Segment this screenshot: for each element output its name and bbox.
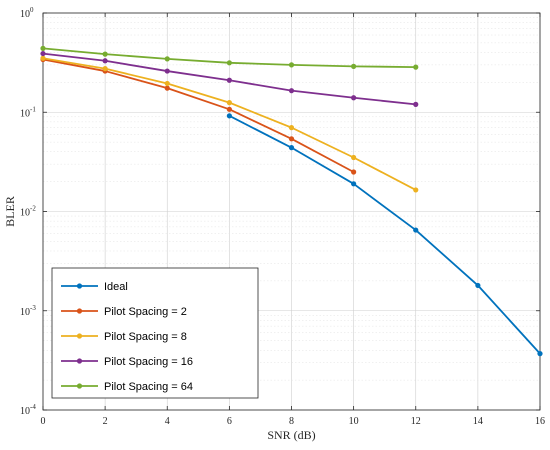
data-point [40,45,46,51]
y-tick-exponent: 0 [30,6,34,14]
x-axis-label: SNR (dB) [267,428,315,442]
legend-item: Pilot Spacing = 2 [61,306,187,318]
series-line [228,115,541,355]
axes [42,12,541,411]
data-point [413,227,419,233]
data-point [226,77,232,83]
y-tick-label: 10 -1 [20,105,36,119]
series-4 [40,45,419,70]
y-tick-label: 10 -3 [20,304,36,318]
data-point [413,101,419,107]
y-tick-exponent: -1 [30,105,36,113]
data-point [226,60,232,66]
legend: Ideal Pilot Spacing = 2 Pilot Spacing = 8 P… [51,267,259,399]
legend-marker [76,333,83,339]
y-tick-label: 10 0 [20,6,34,20]
x-tick-label: 12 [411,416,421,427]
legend-label: Ideal [104,281,128,293]
y-axis-label: BLER [3,196,17,227]
y-tick-exponent: -4 [30,403,36,411]
legend-item: Ideal [61,281,128,293]
data-point [288,145,295,151]
legend-item: Pilot Spacing = 8 [61,331,187,343]
y-tick-base: 10 [20,406,30,417]
data-point [288,62,295,68]
data-point [226,113,232,119]
data-point [164,56,170,62]
x-tick-label: 16 [535,416,545,427]
x-tick-label: 2 [103,416,108,427]
data-point [226,100,232,106]
y-tick-base: 10 [20,108,30,119]
x-tick-label: 8 [289,416,294,427]
data-point [164,68,170,74]
data-point [351,169,357,175]
y-tick-exponent: -2 [30,205,36,213]
data-point [351,63,357,69]
series-line [42,58,355,173]
x-tick-label: 0 [41,416,46,427]
data-point [413,187,419,193]
y-tick-base: 10 [20,208,30,219]
data-point [288,125,295,131]
x-tick-label: 6 [227,416,232,427]
legend-label: Pilot Spacing = 64 [104,381,193,393]
x-tick-label: 14 [473,416,483,427]
data-point [40,50,46,57]
y-tick-label: 10 -4 [20,403,36,417]
series [40,45,543,357]
data-point [537,351,543,357]
data-point [226,106,232,112]
data-point [288,136,295,142]
legend-item: Pilot Spacing = 64 [61,381,193,393]
legend-label: Pilot Spacing = 8 [104,331,187,343]
data-point [102,66,108,72]
legend-marker [76,283,83,289]
y-tick-exponent: -3 [30,304,36,312]
data-point [40,55,46,61]
x-tick-label: 10 [349,416,359,427]
legend-box [51,267,259,399]
data-point [351,154,357,161]
data-point [102,58,108,64]
legend-marker [76,308,83,314]
legend-marker [76,383,83,389]
y-tick-base: 10 [20,307,30,318]
data-point [413,64,419,70]
legend-marker [76,358,83,364]
series-0 [226,113,543,357]
data-point [351,181,357,187]
data-point [164,80,170,87]
data-point [288,88,295,94]
data-point [351,95,357,101]
y-tick-base: 10 [20,9,30,20]
legend-label: Pilot Spacing = 2 [104,306,187,318]
x-tick-label: 4 [165,416,170,427]
legend-label: Pilot Spacing = 16 [104,356,193,368]
data-point [164,85,170,91]
series-2 [40,55,419,193]
x-tick-labels: 0 2 4 6 8 10 12 14 16 [41,416,546,427]
data-point [102,51,108,57]
y-tick-label: 10 -2 [20,205,36,219]
legend-item: Pilot Spacing = 16 [61,356,193,368]
data-point [475,282,481,289]
series-1 [40,56,357,175]
series-3 [40,50,419,107]
